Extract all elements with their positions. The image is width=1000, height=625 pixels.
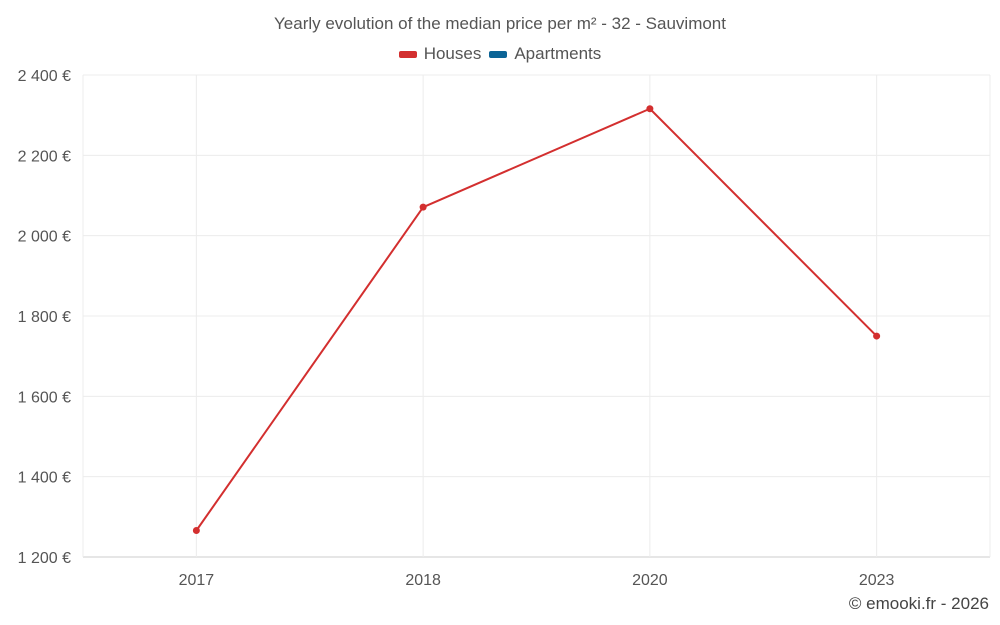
legend-swatch-apartments — [489, 50, 508, 58]
y-tick-label: 1 200 € — [18, 550, 71, 567]
grid — [82, 74, 991, 558]
y-tick-label: 2 200 € — [18, 148, 71, 165]
y-tick-label: 2 400 € — [18, 68, 71, 85]
credit-text: © emooki.fr - 2026 — [848, 594, 989, 613]
x-tick-label: 2023 — [859, 572, 895, 589]
legend-item-houses[interactable]: Houses — [398, 44, 482, 64]
legend-item-apartments[interactable]: Apartments — [489, 44, 601, 64]
x-tick-label: 2018 — [405, 572, 441, 589]
legend-label-houses: Houses — [423, 44, 482, 63]
y-tick-label: 1 600 € — [18, 389, 71, 406]
data-point-houses[interactable] — [419, 203, 427, 211]
legend: Houses Apartments — [0, 44, 1000, 64]
y-tick-label: 2 000 € — [18, 229, 71, 246]
y-tick-label: 1 800 € — [18, 309, 71, 326]
data-point-houses[interactable] — [646, 105, 654, 113]
y-axis: 1 200 € 1 400 € 1 600 € 1 800 € 2 000 € 2 200… — [18, 68, 71, 567]
data-point-houses[interactable] — [873, 332, 881, 340]
series-line-houses — [195, 107, 878, 532]
legend-swatch-houses — [398, 50, 417, 58]
x-tick-label: 2017 — [179, 572, 215, 589]
legend-label-apartments: Apartments — [514, 44, 602, 63]
data-point-houses[interactable] — [192, 526, 200, 534]
x-tick-label: 2020 — [632, 572, 668, 589]
x-axis: 2017 2018 2020 2023 — [179, 572, 895, 589]
series-layer — [192, 105, 881, 534]
chart-title: Yearly evolution of the median price per… — [274, 14, 726, 33]
y-tick-label: 1 400 € — [18, 470, 71, 487]
